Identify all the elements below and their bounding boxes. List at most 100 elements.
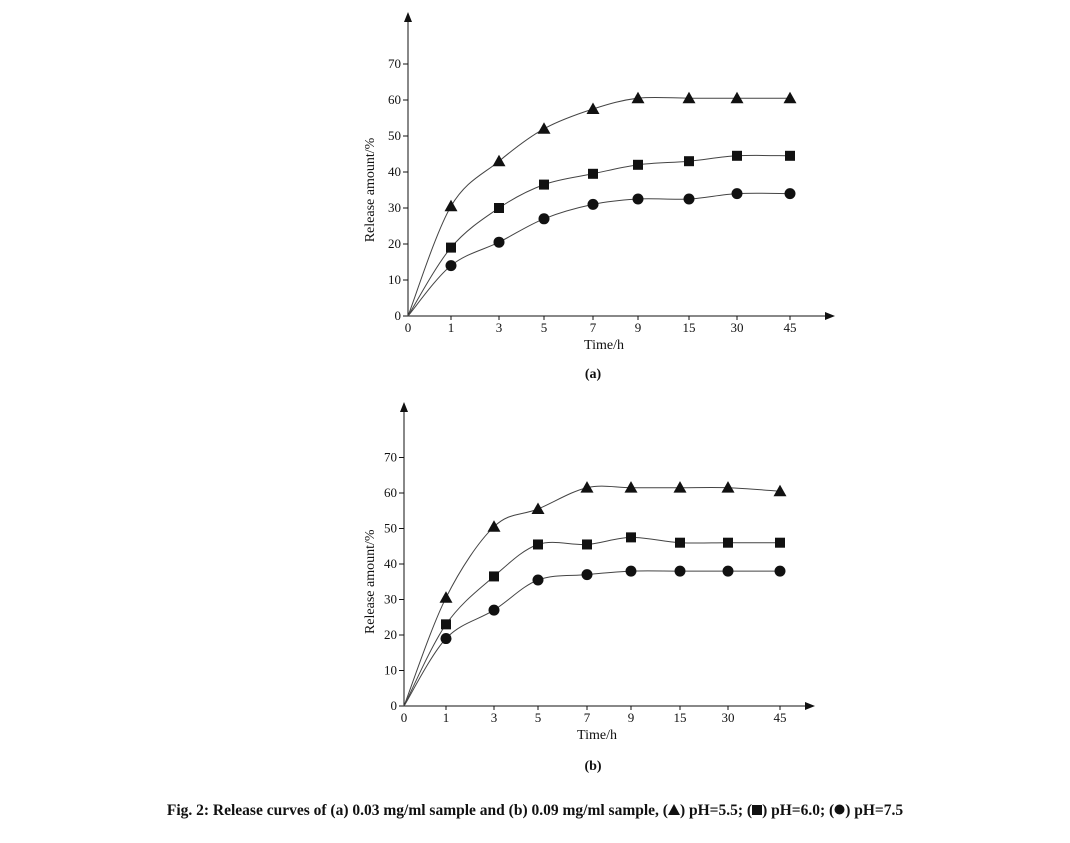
x-tick-label: 1 <box>448 320 455 335</box>
x-tick-label: 15 <box>683 320 696 335</box>
chart-panel-b: 0 10 20 30 40 50 60 70 0 1 3 5 7 9 15 30 45 Time/h Release… <box>363 402 815 774</box>
data-point-triangle <box>487 520 501 532</box>
data-point-triangle <box>580 481 594 493</box>
y-tick-label: 30 <box>388 200 401 215</box>
data-point-triangle <box>537 122 551 134</box>
y-tick-label: 60 <box>384 485 397 500</box>
series-triangle <box>407 91 797 317</box>
series-line <box>403 536 780 707</box>
y-tick-label: 0 <box>395 308 402 323</box>
y-tick-label: 10 <box>388 272 401 287</box>
data-point-circle <box>493 236 505 248</box>
data-point-triangle <box>624 481 638 493</box>
y-tick-label: 20 <box>388 236 401 251</box>
data-point-square <box>775 537 785 548</box>
data-point-triangle <box>439 591 453 603</box>
series-line <box>403 570 780 707</box>
data-point-triangle <box>444 199 458 212</box>
caption-legend-label: ) pH=6.0; ( <box>762 802 835 819</box>
data-point-circle <box>731 188 743 200</box>
x-tick-label: 30 <box>722 710 735 725</box>
data-point-circle <box>774 565 786 577</box>
data-point-square <box>494 203 504 213</box>
caption-circle-icon <box>834 802 845 820</box>
y-tick-label: 50 <box>388 128 401 143</box>
x-tick-label: 45 <box>774 710 787 725</box>
data-point-circle <box>683 193 695 205</box>
series-square <box>403 532 785 707</box>
data-point-circle <box>488 604 500 616</box>
x-tick-label: 9 <box>635 320 642 335</box>
series-line <box>407 154 791 317</box>
series-line <box>403 485 781 707</box>
data-point-square <box>489 571 499 582</box>
data-point-triangle <box>721 481 735 493</box>
data-point-circle <box>532 574 544 586</box>
x-axis-title: Time/h <box>577 728 617 743</box>
x-axis-arrow <box>805 702 815 710</box>
figure-caption: Fig. 2: Release curves of (a) 0.03 mg/ml… <box>0 802 1070 820</box>
y-tick-label: 40 <box>384 556 397 571</box>
data-point-square <box>626 532 636 543</box>
x-tick-label: 3 <box>496 320 503 335</box>
y-tick-label: 70 <box>388 56 401 71</box>
x-tick-label: 15 <box>674 710 687 725</box>
data-point-square <box>539 179 549 190</box>
caption-legend-label: ) pH=7.5 <box>845 802 904 819</box>
x-tick-label: 9 <box>628 710 635 725</box>
series-line <box>407 192 791 317</box>
data-point-circle <box>632 193 644 205</box>
data-point-square <box>446 242 456 253</box>
x-origin-label: 0 <box>401 710 408 725</box>
data-point-square <box>582 539 592 550</box>
y-tick-label: 70 <box>384 450 397 465</box>
x-tick-label: 7 <box>584 710 591 725</box>
chart-panel-a: 0 10 20 30 40 50 60 70 0 1 3 5 7 9 15 30 45 Time/h Release… <box>363 12 835 382</box>
panel-label: (a) <box>585 367 602 382</box>
data-point-circle <box>581 569 593 581</box>
series-square <box>407 150 795 317</box>
x-tick-label: 45 <box>784 320 797 335</box>
y-axis-title: Release amount/% <box>363 529 378 634</box>
y-tick-label: 60 <box>388 92 401 107</box>
data-point-triangle <box>673 481 687 493</box>
panel-label: (b) <box>584 759 601 774</box>
x-tick-label: 1 <box>443 710 450 725</box>
data-point-square <box>588 168 598 179</box>
data-point-circle <box>440 633 452 645</box>
data-point-square <box>785 150 795 161</box>
series-circle <box>403 565 786 707</box>
data-point-square <box>533 539 543 550</box>
y-axis-title: Release amount/% <box>363 137 378 242</box>
series-circle <box>407 188 796 317</box>
data-point-circle <box>722 565 734 577</box>
caption-text: Fig. 2: Release curves of (a) 0.03 mg/ml… <box>166 802 668 819</box>
data-point-circle <box>445 260 457 272</box>
data-point-circle <box>674 565 686 577</box>
data-point-square <box>675 537 685 548</box>
y-axis-arrow <box>400 402 408 412</box>
x-origin-label: 0 <box>405 320 412 335</box>
data-point-triangle <box>773 484 787 497</box>
y-tick-label: 50 <box>384 521 397 536</box>
x-axis-title: Time/h <box>584 338 624 353</box>
data-point-triangle <box>531 502 545 514</box>
caption-legend-label: ) pH=5.5; ( <box>679 802 753 819</box>
data-point-triangle <box>682 91 696 104</box>
data-point-triangle <box>492 154 506 167</box>
data-point-triangle <box>631 91 645 104</box>
data-point-square <box>633 159 643 170</box>
y-tick-label: 40 <box>388 164 401 179</box>
data-point-square <box>684 156 694 167</box>
caption-square-icon <box>752 802 763 820</box>
x-tick-label: 3 <box>491 710 498 725</box>
data-point-circle <box>625 565 637 577</box>
caption-triangle-icon <box>667 802 680 820</box>
series-line <box>407 96 790 317</box>
data-point-circle <box>587 198 599 210</box>
data-point-triangle <box>586 102 600 114</box>
y-tick-label: 20 <box>384 627 397 642</box>
data-point-circle <box>784 188 796 200</box>
data-point-triangle <box>730 91 744 104</box>
